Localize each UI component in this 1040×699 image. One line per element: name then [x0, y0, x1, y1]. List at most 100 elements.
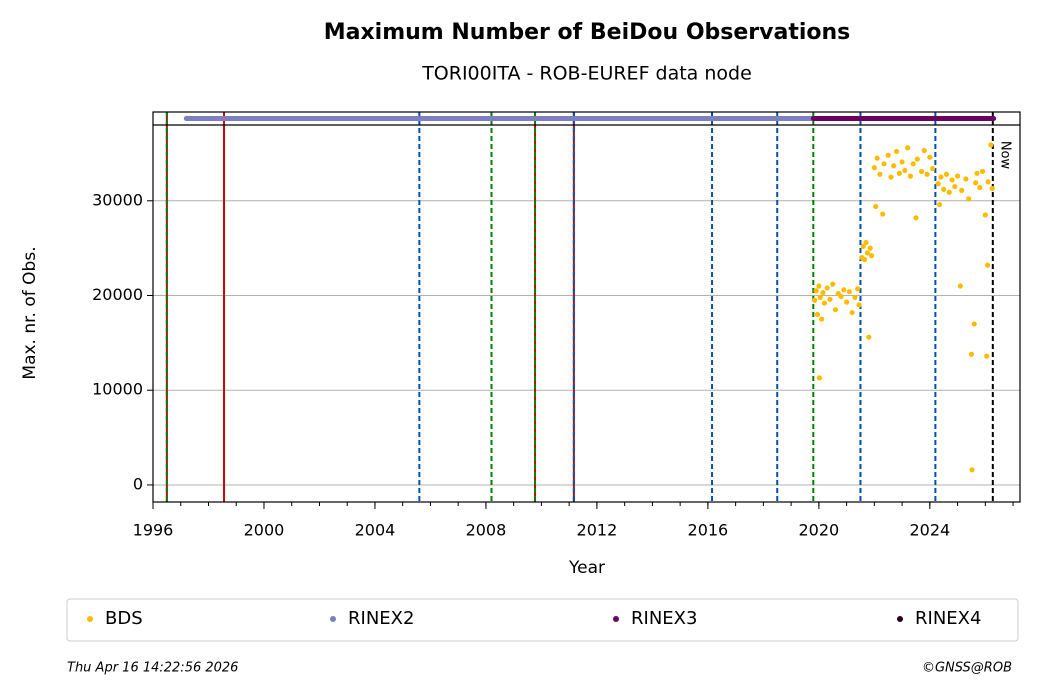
data-point — [977, 184, 983, 191]
data-point — [959, 187, 965, 193]
data-point — [988, 142, 994, 148]
data-point — [813, 288, 819, 294]
data-point — [868, 253, 875, 259]
legend-label: BDS — [105, 608, 143, 629]
data-point — [936, 201, 943, 208]
data-point — [830, 281, 836, 287]
data-point — [873, 203, 879, 210]
data-point — [860, 243, 866, 249]
data-point — [969, 467, 975, 473]
x-tick-label: 2004 — [355, 521, 396, 540]
x-tick-label: 2008 — [466, 521, 507, 540]
x-tick-label: 2020 — [798, 521, 839, 540]
legend-marker — [613, 616, 619, 622]
data-point — [930, 165, 936, 172]
data-point — [864, 250, 871, 256]
x-tick-label: 2024 — [909, 521, 950, 540]
data-point — [844, 299, 850, 305]
legend-marker — [87, 616, 93, 622]
data-point — [819, 316, 825, 322]
data-point — [814, 311, 821, 318]
data-point — [880, 211, 886, 217]
data-point — [841, 287, 847, 293]
y-axis-label: Max. nr. of Obs. — [20, 246, 40, 379]
chart-title: Maximum Number of BeiDou Observations — [324, 20, 851, 45]
data-point — [971, 321, 977, 327]
data-point — [885, 152, 891, 158]
data-point — [827, 296, 833, 302]
data-point — [979, 168, 986, 175]
data-point — [952, 183, 958, 190]
legend-label: RINEX4 — [915, 608, 981, 629]
data-point — [941, 186, 947, 193]
data-point — [974, 170, 980, 176]
data-point — [918, 168, 925, 175]
x-axis-label: Year — [568, 558, 605, 578]
footer-copyright: ©GNSS@ROB — [922, 661, 1012, 676]
data-point — [832, 307, 839, 313]
legend-marker — [897, 616, 903, 622]
legend-label: RINEX3 — [631, 608, 697, 629]
data-point — [935, 181, 941, 187]
data-point — [852, 294, 858, 300]
data-point — [816, 375, 823, 381]
footer-date: Thu Apr 16 14:22:56 2026 — [67, 661, 238, 676]
plot-frame — [152, 111, 1021, 503]
y-tick-label: 30000 — [92, 190, 143, 209]
data-point — [982, 212, 988, 218]
data-point — [820, 290, 826, 296]
data-point — [893, 148, 900, 155]
x-tick-label: 2012 — [577, 521, 618, 540]
data-point — [949, 177, 955, 183]
data-point — [954, 173, 961, 179]
data-point — [816, 283, 822, 289]
data-point — [888, 174, 894, 180]
data-point — [849, 309, 855, 316]
data-point — [867, 245, 873, 251]
legend-label: RINEX2 — [348, 608, 414, 629]
data-point — [957, 283, 963, 289]
data-point — [907, 173, 914, 179]
x-tick-label: 2016 — [688, 521, 729, 540]
data-point — [938, 174, 944, 180]
x-tick-label: 2000 — [244, 521, 285, 540]
data-point — [984, 353, 990, 359]
data-point — [871, 165, 877, 171]
data-point — [821, 300, 828, 306]
data-point — [855, 286, 861, 292]
y-tick-label: 0 — [133, 474, 143, 493]
data-point — [899, 159, 905, 165]
data-point — [963, 176, 969, 182]
data-point — [838, 293, 844, 300]
data-point — [946, 189, 952, 195]
data-point — [910, 161, 916, 167]
data-point — [866, 334, 872, 340]
data-point — [966, 196, 972, 202]
data-point — [968, 351, 975, 357]
data-point — [924, 171, 930, 177]
data-point — [824, 285, 830, 291]
legend-box — [66, 598, 1019, 642]
data-point — [973, 180, 979, 186]
data-point — [927, 154, 933, 160]
data-point — [881, 161, 887, 167]
data-point — [896, 170, 902, 176]
data-point — [863, 239, 869, 246]
data-point — [905, 145, 911, 151]
x-tick-label: 1996 — [133, 521, 174, 540]
data-point — [989, 185, 995, 192]
data-point — [817, 294, 823, 300]
data-point — [984, 262, 991, 268]
now-label: Now — [997, 141, 1012, 170]
data-point — [846, 289, 852, 295]
data-point — [914, 156, 920, 162]
data-point — [862, 256, 868, 263]
data-point — [874, 155, 880, 161]
chart-subtitle: TORI00ITA - ROB-EUREF data node — [421, 63, 752, 85]
y-tick-label: 10000 — [92, 380, 143, 399]
data-point — [985, 179, 991, 185]
data-point — [913, 215, 919, 221]
data-point — [943, 171, 950, 177]
data-point — [856, 302, 862, 308]
